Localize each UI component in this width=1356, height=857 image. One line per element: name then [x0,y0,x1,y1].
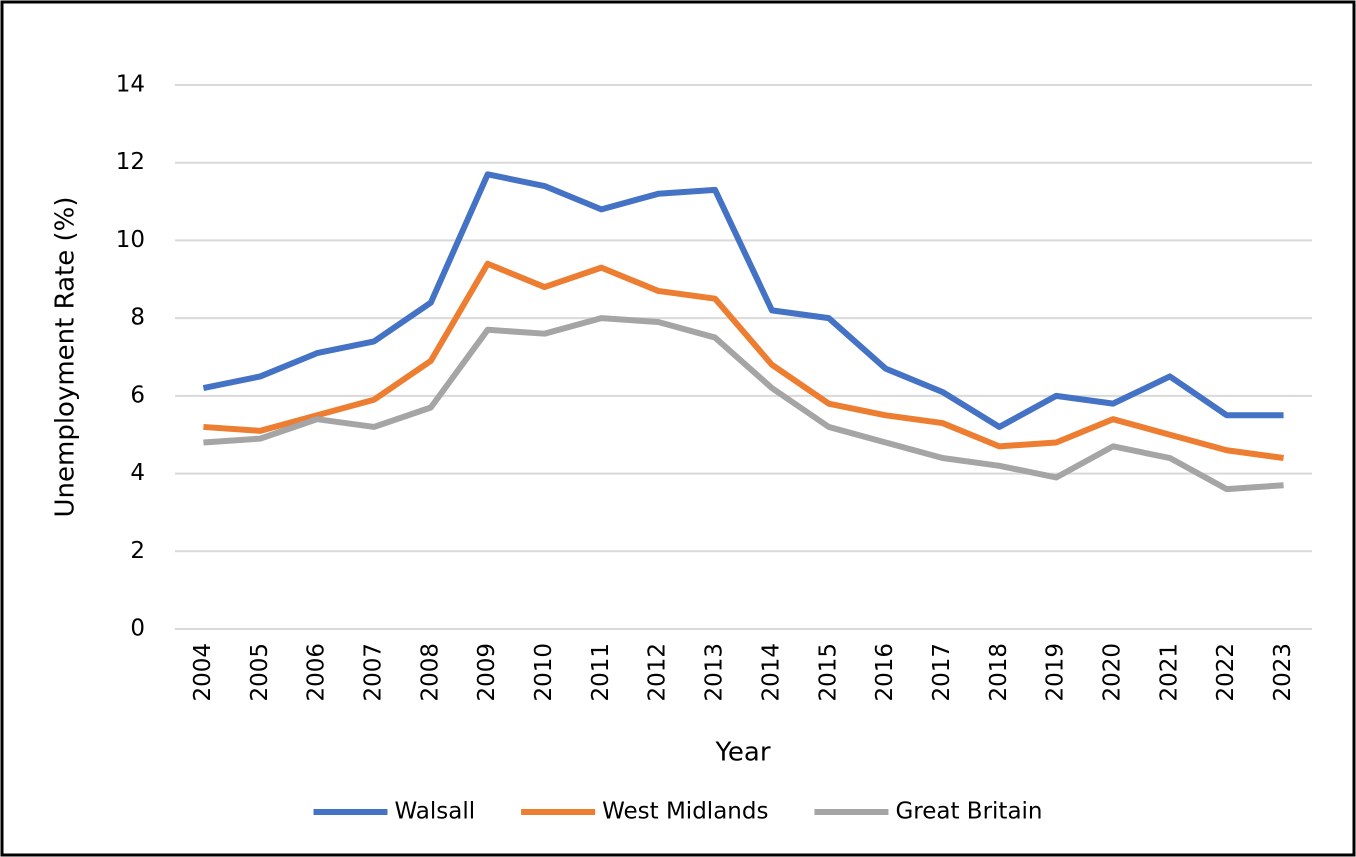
x-tick-label: 2010 [531,643,557,702]
x-tick-label: 2009 [474,643,500,702]
y-axis-title: Unemployment Rate (%) [51,197,81,518]
legend-item: Great Britain [814,799,1043,825]
x-tick-label: 2004 [190,643,216,702]
y-tick-label: 8 [130,305,145,331]
x-tick-label: 2007 [360,643,386,702]
x-tick-label: 2012 [645,643,671,702]
x-tick-label: 2005 [247,643,273,702]
x-axis-title: Year [714,738,770,768]
x-tick-label: 2011 [588,643,614,702]
y-tick-label: 12 [116,149,145,175]
x-tick-label: 2022 [1213,643,1239,702]
legend-label: Walsall [394,799,475,825]
x-tick-label: 2016 [872,643,898,702]
x-tick-label: 2023 [1270,643,1296,702]
x-tick-label: 2008 [417,643,443,702]
series-line [203,260,1284,462]
x-tick-label: 2006 [304,643,330,702]
x-tick-label: 2019 [1043,643,1069,702]
x-tick-label: 2014 [758,643,784,702]
x-tick-label: 2017 [929,643,955,702]
y-tick-label: 14 [116,72,145,98]
y-tick-label: 2 [130,538,145,564]
y-tick-label: 4 [130,460,145,486]
legend-label: Great Britain [895,799,1042,825]
legend-item: West Midlands [521,799,768,825]
x-tick-label: 2021 [1156,643,1182,702]
y-tick-label: 0 [130,616,145,642]
x-tick-label: 2013 [702,643,728,702]
series-line [202,171,1284,430]
x-tick-label: 2018 [986,643,1012,702]
y-tick-label: 6 [130,382,145,408]
y-tick-label: 10 [116,227,145,253]
x-tick-label: 2020 [1100,643,1126,702]
legend-item: Walsall [313,799,475,825]
x-tick-label: 2015 [815,643,841,702]
legend-label: West Midlands [602,799,768,825]
series-line [203,315,1284,493]
